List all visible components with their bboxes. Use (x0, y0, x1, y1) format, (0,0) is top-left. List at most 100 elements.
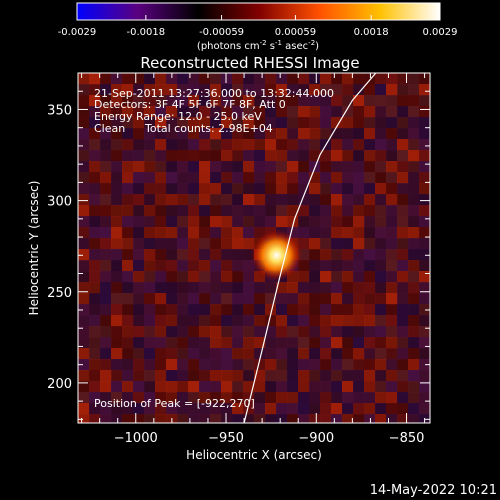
heatmap-cell (408, 260, 420, 272)
heatmap-cell (254, 381, 266, 393)
heatmap-cell (144, 216, 156, 228)
heatmap-cell (375, 139, 387, 151)
heatmap-cell (177, 326, 189, 338)
heatmap-cell (144, 194, 156, 206)
heatmap-cell (309, 183, 321, 195)
heatmap-cell (100, 414, 112, 423)
heatmap-cell (353, 370, 365, 382)
heatmap-cell (78, 293, 90, 305)
heatmap-cell (342, 216, 354, 228)
heatmap-cell (144, 282, 156, 294)
heatmap-cell (287, 227, 299, 239)
heatmap-cell (122, 260, 134, 272)
heatmap-cell (353, 293, 365, 305)
heatmap-cell (331, 117, 343, 129)
heatmap-cell (397, 84, 409, 96)
heatmap-cell (155, 139, 167, 151)
heatmap-cell (375, 117, 387, 129)
heatmap-cell (210, 238, 222, 250)
heatmap-cell (100, 216, 112, 228)
heatmap-cell (144, 183, 156, 195)
heatmap-cell (287, 216, 299, 228)
heatmap-cell (408, 315, 420, 327)
heatmap-cell (166, 293, 178, 305)
heatmap-cell (397, 337, 409, 349)
heatmap-cell (353, 238, 365, 250)
heatmap-cell (243, 271, 255, 283)
heatmap-cell (111, 293, 123, 305)
heatmap-cell (254, 403, 266, 415)
heatmap-cell (386, 128, 398, 140)
heatmap-cell (408, 128, 420, 140)
heatmap-cell (155, 293, 167, 305)
heatmap-cell (265, 304, 277, 316)
heatmap-cell (331, 381, 343, 393)
heatmap-cell (419, 139, 430, 151)
heatmap-cell (320, 216, 332, 228)
heatmap-cell (375, 381, 387, 393)
heatmap-cell (100, 293, 112, 305)
heatmap-cell (232, 183, 244, 195)
heatmap-cell (375, 227, 387, 239)
colorbar: -0.0029 -0.0018 -0.00059 0.00059 0.0018 0.002… (58, 2, 458, 52)
heatmap-cell (78, 271, 90, 283)
heatmap-cell (265, 359, 277, 371)
heatmap-cell (166, 205, 178, 217)
heatmap-cell (188, 117, 200, 129)
heatmap-cell (144, 403, 156, 415)
heatmap-cell (386, 249, 398, 261)
heatmap-cell (342, 293, 354, 305)
heatmap-cell (144, 271, 156, 283)
heatmap-cell (232, 326, 244, 338)
heatmap-cell (353, 403, 365, 415)
heatmap-cell (309, 326, 321, 338)
heatmap-cell (111, 172, 123, 184)
heatmap-cell (375, 282, 387, 294)
heatmap-cell (386, 172, 398, 184)
heatmap-cell (276, 381, 288, 393)
heatmap-cell (199, 150, 211, 162)
heatmap-cell (144, 370, 156, 382)
heatmap-cell (298, 392, 310, 404)
heatmap-cell (386, 106, 398, 118)
heatmap-cell (254, 315, 266, 327)
heatmap-cell (287, 370, 299, 382)
heatmap-cell (122, 172, 134, 184)
heatmap-cell (100, 161, 112, 173)
colorbar-gradient (76, 2, 441, 21)
heatmap-cell (89, 359, 101, 371)
heatmap-cell (331, 73, 343, 85)
clean-label: Clean (94, 122, 125, 135)
heatmap-cell (210, 117, 222, 129)
heatmap-cell (331, 161, 343, 173)
heatmap-cell (397, 205, 409, 217)
heatmap-cell (298, 73, 310, 85)
heatmap-cell (265, 84, 277, 96)
heatmap-cell (221, 304, 233, 316)
heatmap-cell (243, 348, 255, 360)
heatmap-cell (419, 249, 430, 261)
heatmap-cell (166, 348, 178, 360)
heatmap-cell (89, 216, 101, 228)
heatmap-cell (397, 370, 409, 382)
heatmap-cells (78, 73, 430, 423)
heatmap-cell (111, 370, 123, 382)
heatmap-cell (199, 414, 211, 423)
heatmap-cell (188, 183, 200, 195)
heatmap-cell (320, 348, 332, 360)
heatmap-cell (265, 381, 277, 393)
heatmap-cell (166, 238, 178, 250)
heatmap-cell (144, 381, 156, 393)
solar-limb-line (243, 73, 377, 423)
heatmap-cell (133, 282, 145, 294)
heatmap-cell (221, 282, 233, 294)
heatmap-cell (144, 260, 156, 272)
heatmap-cell (210, 370, 222, 382)
heatmap-cell (100, 271, 112, 283)
heatmap-cell (155, 227, 167, 239)
heatmap-cell (221, 293, 233, 305)
heatmap-cell (309, 271, 321, 283)
heatmap-cell (408, 117, 420, 129)
heatmap-cell (364, 249, 376, 261)
heatmap-cell (276, 348, 288, 360)
